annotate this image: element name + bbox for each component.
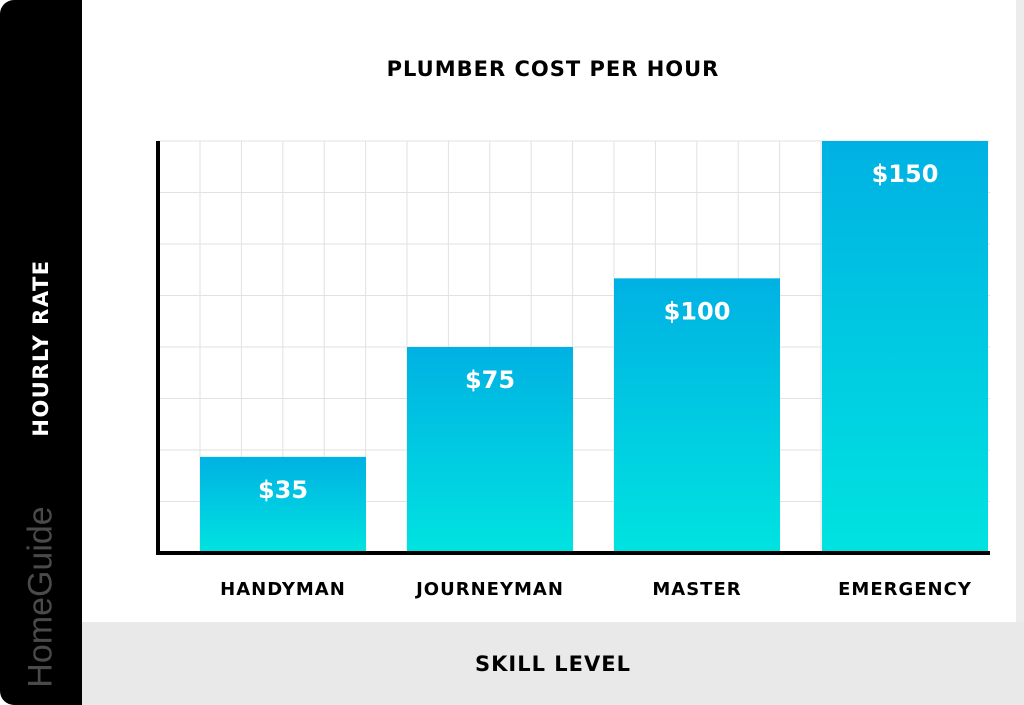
x-tick-label: EMERGENCY (838, 579, 972, 600)
sidebar: HOURLY RATE HomeGuide (0, 0, 82, 705)
data-label: $150 (872, 160, 939, 188)
x-tick-label: MASTER (652, 579, 741, 600)
x-tick-label: JOURNEYMAN (414, 579, 564, 600)
x-tick-label: HANDYMAN (220, 579, 346, 600)
bar-master (614, 278, 780, 553)
footer-band: SKILL LEVEL (82, 622, 1024, 705)
bar-emergency (822, 141, 988, 553)
chart-title: PLUMBER COST PER HOUR (386, 57, 720, 81)
data-label: $35 (258, 476, 308, 504)
bar-journeyman (407, 347, 573, 553)
x-axis-label: SKILL LEVEL (475, 652, 631, 676)
bar-handyman (200, 456, 366, 553)
data-label: $75 (465, 366, 515, 394)
right-border (1016, 0, 1024, 705)
data-label: $100 (664, 297, 731, 325)
